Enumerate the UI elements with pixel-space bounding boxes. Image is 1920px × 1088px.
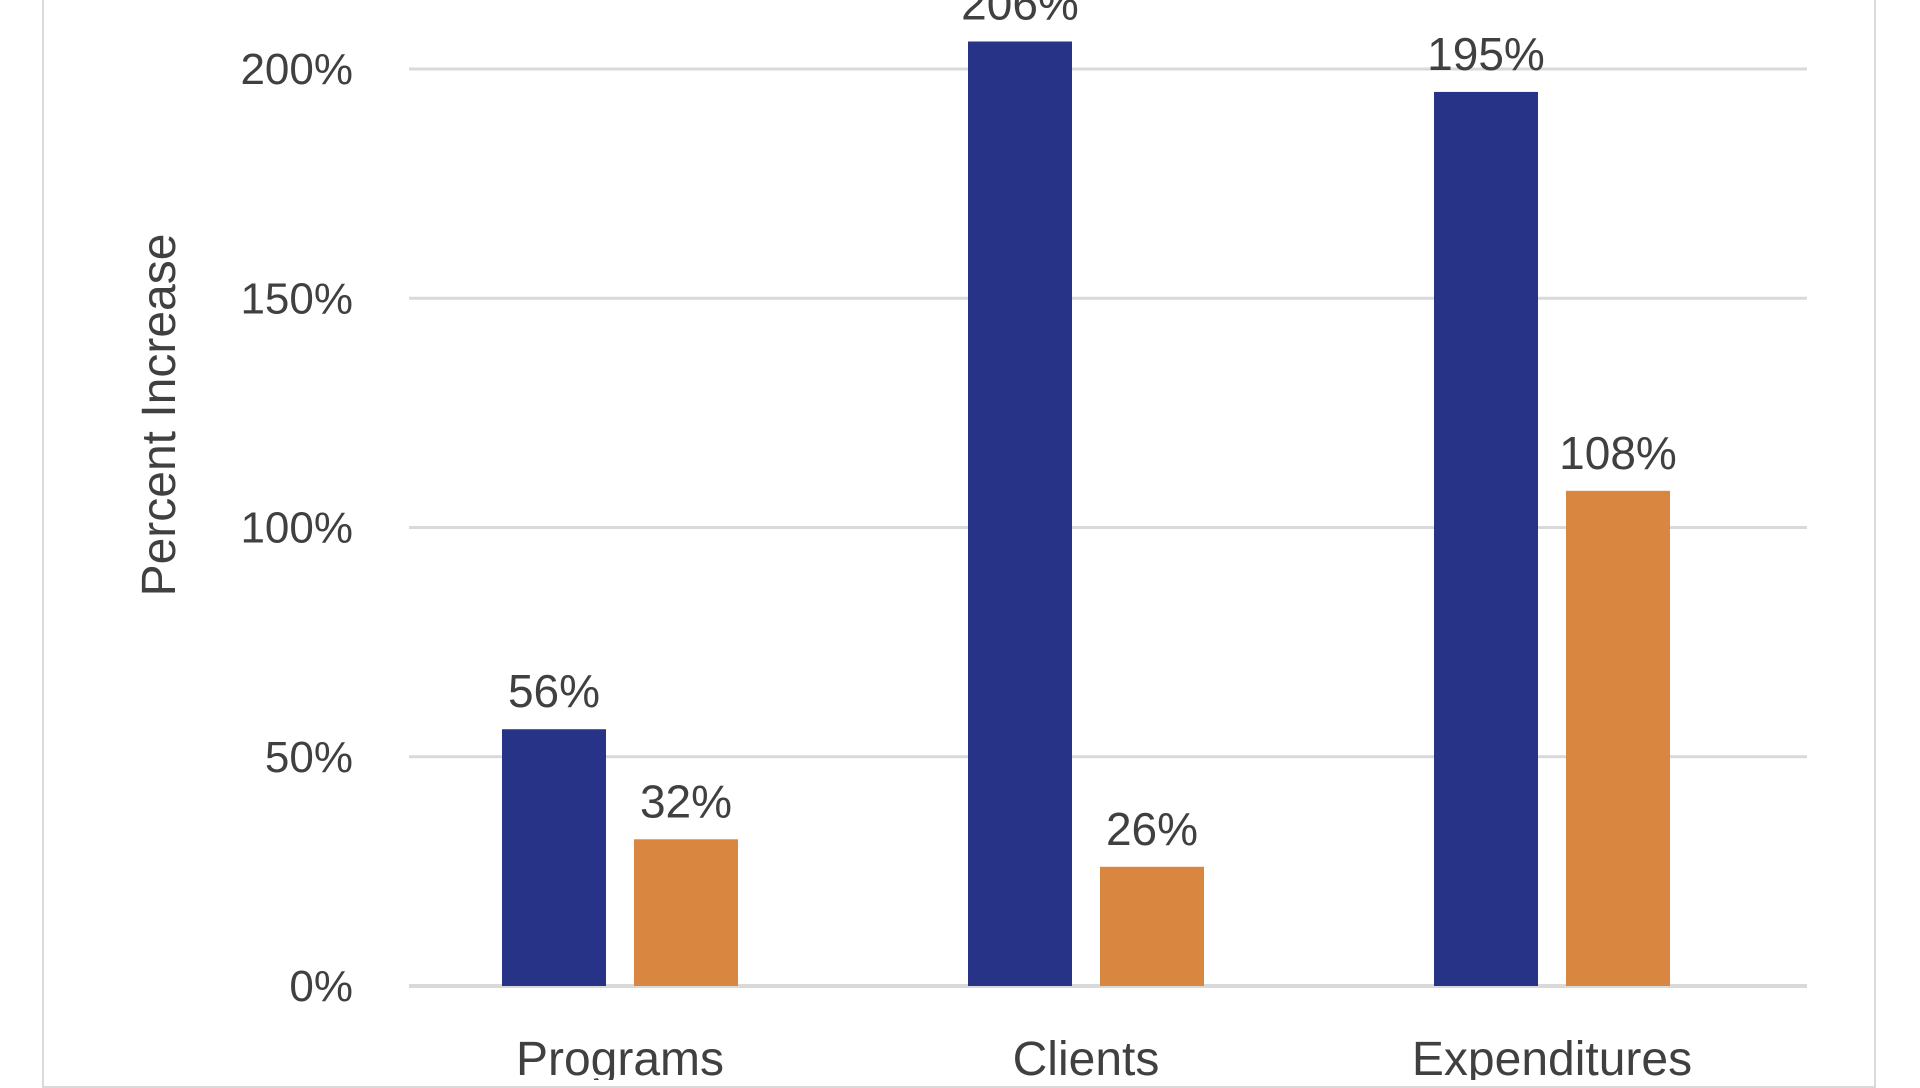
- bar-expenditures-1: [1434, 91, 1538, 987]
- bars: [502, 41, 1670, 987]
- data-label: 108%: [1559, 427, 1677, 479]
- x-tick-label: Expenditures: [1412, 1033, 1692, 1080]
- y-tick-label: 50%: [265, 733, 353, 782]
- bar-programs-2: [634, 839, 738, 986]
- y-tick-label: 0%: [289, 962, 353, 1011]
- y-tick-label: 100%: [240, 504, 353, 553]
- y-tick-label: 150%: [240, 274, 353, 323]
- x-tick-label: Programs: [516, 1033, 724, 1080]
- data-label: 32%: [640, 775, 732, 827]
- x-tick-labels: Programs Clients Expenditures: [516, 1033, 1692, 1080]
- bar-programs-1: [502, 729, 606, 986]
- y-tick-labels: 0% 50% 100% 150% 200%: [240, 45, 353, 1011]
- bar-clients-1: [968, 41, 1072, 987]
- y-axis-title: Percent Increase: [133, 234, 186, 597]
- data-label: 56%: [508, 665, 600, 717]
- data-label: 206%: [961, 0, 1079, 29]
- y-tick-label: 200%: [240, 45, 353, 94]
- data-labels: 56% 32% 206% 26% 195% 108%: [508, 0, 1677, 855]
- bar-clients-2: [1100, 866, 1204, 986]
- bar-expenditures-2: [1566, 490, 1670, 986]
- x-tick-label: Clients: [1013, 1033, 1160, 1080]
- data-label: 195%: [1427, 28, 1545, 80]
- data-label: 26%: [1106, 803, 1198, 855]
